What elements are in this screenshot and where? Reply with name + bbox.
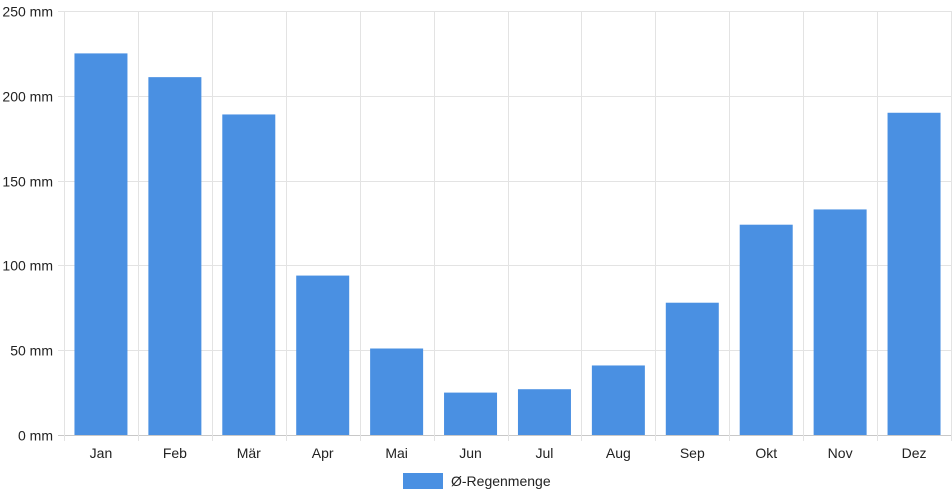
x-tick-label: Dez	[902, 445, 927, 461]
y-tick-label: 150 mm	[2, 174, 53, 190]
x-tick-label: Jul	[536, 445, 554, 461]
x-tick-label: Apr	[312, 445, 334, 461]
bar-feb	[148, 77, 202, 436]
x-tick-label: Jun	[459, 445, 482, 461]
y-tick-label: 0 mm	[18, 428, 53, 444]
y-tick-label: 250 mm	[2, 4, 53, 20]
bar-aug	[591, 365, 645, 435]
bar-okt	[739, 224, 793, 435]
y-tick-label: 50 mm	[10, 343, 53, 359]
x-tick-label: Mär	[237, 445, 261, 461]
x-tick-label: Okt	[755, 445, 777, 461]
bar-jan	[74, 53, 128, 436]
bar-apr	[296, 275, 350, 435]
y-tick-label: 100 mm	[2, 258, 53, 274]
bar-nov	[813, 209, 867, 435]
bar-jul	[517, 389, 571, 435]
y-tick-label: 200 mm	[2, 89, 53, 105]
x-tick-label: Feb	[163, 445, 187, 461]
chart-legend[interactable]: Ø-Regenmenge	[403, 473, 551, 489]
legend-swatch	[403, 473, 443, 489]
legend-label: Ø-Regenmenge	[451, 473, 551, 489]
bar-jun	[444, 392, 498, 435]
x-tick-label: Nov	[828, 445, 853, 461]
x-tick-label: Mai	[385, 445, 408, 461]
x-tick-label: Aug	[606, 445, 631, 461]
x-tick-label: Sep	[680, 445, 705, 461]
bar-mai	[370, 348, 424, 435]
x-tick-label: Jan	[90, 445, 113, 461]
bar-sep	[665, 302, 719, 435]
bar-dez	[887, 112, 941, 435]
bar-mär	[222, 114, 276, 436]
